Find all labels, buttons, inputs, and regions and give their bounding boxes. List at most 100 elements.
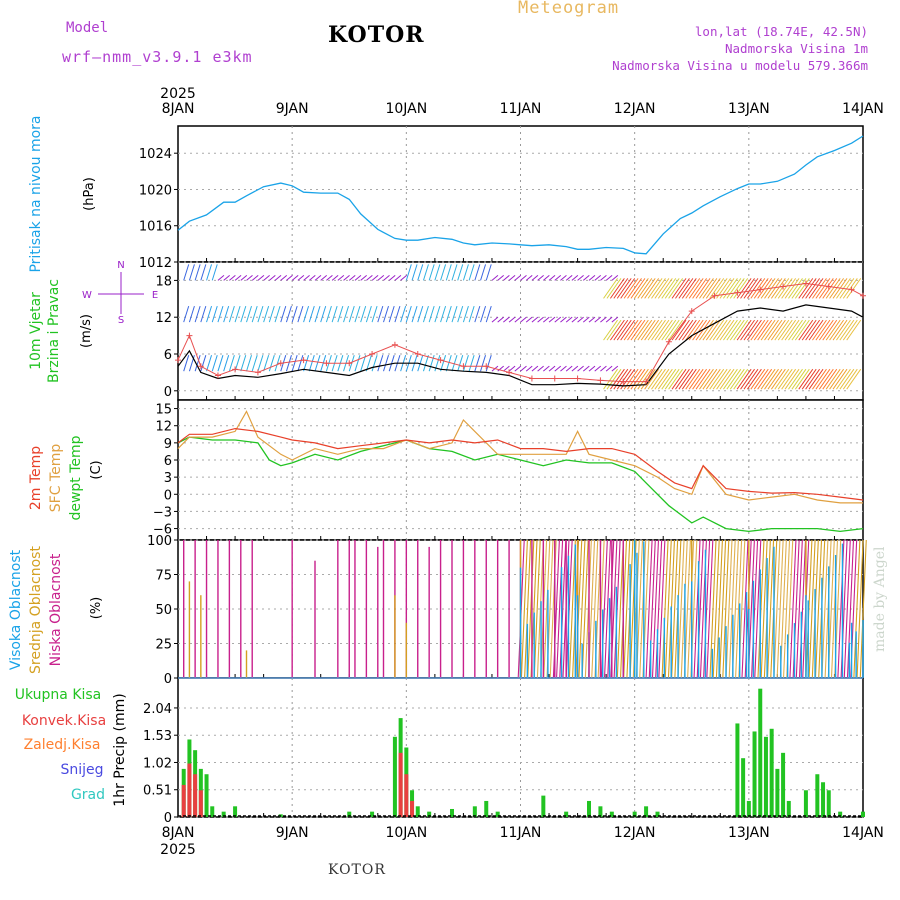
- temp2m-line: [177, 427, 864, 501]
- wind-barb: [503, 275, 510, 281]
- wind-barb: [571, 275, 579, 281]
- wind-barb: [818, 278, 834, 299]
- wind-barb: [651, 278, 666, 299]
- wind-barb: [354, 355, 361, 372]
- wind-barb: [781, 278, 797, 299]
- wind-barb: [681, 319, 697, 341]
- model-name: wrf—nmm_v3.9.1 e3km: [62, 48, 253, 66]
- wind-barb: [736, 368, 752, 390]
- wind-barb: [805, 319, 821, 341]
- wind-barb: [692, 278, 708, 299]
- wind-barb: [637, 319, 653, 341]
- wind-barb: [600, 316, 607, 323]
- total-precip-bar: [632, 811, 637, 817]
- wind-barb: [661, 368, 677, 390]
- wind-barb: [801, 319, 817, 341]
- wind-barb: [812, 278, 827, 299]
- cloud-hatch: [706, 539, 714, 679]
- wind-barb: [286, 275, 293, 281]
- wind-barb: [428, 305, 435, 323]
- wind-barb: [616, 319, 632, 341]
- wind-barb: [705, 368, 721, 390]
- wind-barb: [531, 365, 539, 372]
- precip-legend-2: Konvek.Kisa: [22, 713, 106, 729]
- wind-barb: [206, 305, 213, 323]
- wind-barb: [331, 305, 338, 323]
- total-precip-bar: [838, 811, 843, 817]
- wind-barb: [234, 355, 241, 372]
- wind-barb: [240, 355, 247, 372]
- wind-barb: [723, 368, 738, 390]
- wind-barb: [217, 355, 224, 372]
- wind-barb: [733, 319, 749, 341]
- total-precip-bar: [861, 811, 865, 817]
- wind-barb: [388, 275, 396, 281]
- wind-barb: [726, 368, 742, 390]
- bottom-date-label: 13JAN: [728, 825, 770, 841]
- wind-barb: [383, 275, 390, 281]
- wind-barb: [451, 264, 458, 281]
- y-tick-label: 3: [164, 471, 172, 486]
- total-precip-bar: [746, 800, 751, 817]
- gust-marker: [528, 375, 535, 382]
- wind-barb: [842, 278, 858, 299]
- cloud-hatch: [517, 539, 525, 679]
- lonlat-label: lon,lat (18.74E, 42.5N): [694, 24, 868, 39]
- wind-barb: [257, 275, 265, 281]
- gust-marker: [323, 360, 330, 367]
- wind-barb: [774, 368, 790, 390]
- wind-barb: [582, 275, 590, 281]
- wind-barb: [603, 319, 618, 341]
- wind-barb: [825, 319, 841, 341]
- bottom-date-label: 8JAN: [162, 825, 195, 841]
- wind-barb: [491, 316, 499, 323]
- wind-barb: [594, 365, 602, 372]
- cloud-hatch: [591, 539, 599, 679]
- wind-barb: [428, 264, 435, 281]
- wind-barb: [702, 368, 718, 390]
- sfc-temp-line: [177, 410, 863, 504]
- wind-barb: [709, 368, 725, 390]
- wind-barb: [582, 365, 590, 372]
- cloud-hatch: [655, 539, 663, 679]
- pressure-unit: (hPa): [82, 177, 97, 211]
- wind-barb: [246, 355, 252, 372]
- wind-barb: [668, 319, 684, 341]
- wind-barb: [671, 319, 687, 341]
- cloud-hatch: [658, 539, 666, 679]
- cloud-hatch: [808, 539, 816, 679]
- wind-barb: [229, 275, 236, 281]
- total-precip-bar: [427, 811, 432, 817]
- wind-barb: [314, 275, 322, 281]
- wind-barb: [788, 278, 803, 299]
- top-date-label: 14JAN: [842, 101, 884, 117]
- cloud-hatch: [798, 539, 807, 679]
- wind-barb: [753, 278, 769, 299]
- bottom-date-label: 12JAN: [614, 825, 656, 841]
- wind-barb: [743, 368, 759, 390]
- total-precip-bar: [735, 723, 740, 817]
- wind-barb: [251, 305, 258, 323]
- gust-marker: [300, 357, 307, 364]
- wind-barb: [695, 278, 711, 299]
- wind-barb: [668, 278, 684, 299]
- wind-barb: [781, 368, 797, 390]
- wind-barb: [588, 365, 596, 372]
- wind-barb: [668, 368, 684, 390]
- wind-barb: [326, 275, 333, 281]
- wind-barb: [846, 319, 862, 341]
- wind-barb: [746, 278, 762, 299]
- gust-marker: [574, 375, 581, 382]
- wind-barb: [777, 278, 793, 299]
- y-tick-label: 50: [155, 603, 172, 618]
- wind-barb: [637, 278, 653, 299]
- elevation-label: Nadmorska Visina 1m: [725, 41, 868, 56]
- wind-barb: [206, 355, 213, 372]
- wind-barb: [365, 355, 372, 372]
- total-precip-bar: [763, 736, 768, 817]
- gust-marker: [665, 338, 672, 345]
- conv-precip-bar: [410, 800, 415, 817]
- precip-legend-5: Grad: [71, 787, 105, 803]
- wind-barb: [417, 264, 424, 281]
- cloud-hatch: [757, 539, 765, 679]
